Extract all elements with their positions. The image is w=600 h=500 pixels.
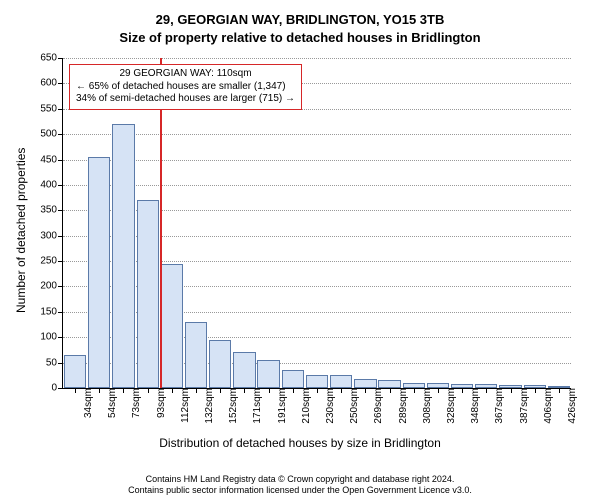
histogram-bar <box>306 375 328 388</box>
y-tick-label: 600 <box>40 78 63 89</box>
x-tick-label: 289sqm <box>394 388 409 424</box>
histogram-bar <box>524 385 546 388</box>
y-tick-label: 450 <box>40 154 63 165</box>
x-tick-label: 269sqm <box>369 388 384 424</box>
credits: Contains HM Land Registry data © Crown c… <box>0 474 600 497</box>
histogram-bar <box>112 124 134 388</box>
x-tick-label: 54sqm <box>103 388 118 418</box>
x-tick-label: 348sqm <box>466 388 481 424</box>
x-tick-label: 406sqm <box>539 388 554 424</box>
grid-line <box>63 160 571 161</box>
y-tick-label: 200 <box>40 281 63 292</box>
y-tick-label: 0 <box>51 383 63 394</box>
histogram-bar <box>257 360 279 388</box>
x-tick-label: 191sqm <box>273 388 288 424</box>
credits-line1: Contains HM Land Registry data © Crown c… <box>146 474 455 484</box>
histogram-bar <box>330 375 352 388</box>
x-tick-label: 328sqm <box>442 388 457 424</box>
histogram-bar <box>354 379 376 388</box>
grid-line <box>63 134 571 135</box>
grid-line <box>63 58 571 59</box>
x-tick-label: 210sqm <box>297 388 312 424</box>
y-tick-label: 50 <box>46 357 63 368</box>
histogram-bar <box>137 200 159 388</box>
chart-title-line1: 29, GEORGIAN WAY, BRIDLINGTON, YO15 3TB <box>0 12 600 27</box>
histogram-bar <box>475 384 497 388</box>
y-tick-label: 400 <box>40 179 63 190</box>
x-tick-label: 152sqm <box>224 388 239 424</box>
y-tick-label: 250 <box>40 256 63 267</box>
y-tick-label: 500 <box>40 129 63 140</box>
chart-title-line2: Size of property relative to detached ho… <box>0 30 600 45</box>
x-tick-label: 230sqm <box>321 388 336 424</box>
x-tick-label: 132sqm <box>200 388 215 424</box>
plot-area: 0501001502002503003504004505005506006503… <box>62 58 571 389</box>
x-tick-label: 367sqm <box>490 388 505 424</box>
x-tick-label: 171sqm <box>248 388 263 424</box>
y-tick-label: 350 <box>40 205 63 216</box>
x-tick-label: 426sqm <box>563 388 578 424</box>
histogram-bar <box>209 340 231 388</box>
y-axis-label: Number of detached properties <box>14 148 28 313</box>
grid-line <box>63 185 571 186</box>
histogram-bar <box>64 355 86 388</box>
x-tick-label: 73sqm <box>127 388 142 418</box>
histogram-bar <box>161 264 183 388</box>
annotation-line: ← 65% of detached houses are smaller (1,… <box>76 81 295 94</box>
x-tick-label: 112sqm <box>176 388 191 423</box>
histogram-bar <box>88 157 110 388</box>
credits-line2: Contains public sector information licen… <box>128 485 472 495</box>
histogram-bar <box>548 386 570 388</box>
annotation-line: 29 GEORGIAN WAY: 110sqm <box>76 68 295 81</box>
chart-container: 29, GEORGIAN WAY, BRIDLINGTON, YO15 3TB … <box>0 0 600 500</box>
x-axis-label: Distribution of detached houses by size … <box>0 436 600 450</box>
y-tick-label: 550 <box>40 103 63 114</box>
annotation-line: 34% of semi-detached houses are larger (… <box>76 93 295 106</box>
histogram-bar <box>403 383 425 388</box>
y-tick-label: 650 <box>40 53 63 64</box>
y-tick-label: 300 <box>40 230 63 241</box>
histogram-bar <box>427 383 449 388</box>
histogram-bar <box>451 384 473 388</box>
x-tick-label: 308sqm <box>418 388 433 424</box>
annotation-box: 29 GEORGIAN WAY: 110sqm← 65% of detached… <box>69 64 302 110</box>
y-tick-label: 100 <box>40 332 63 343</box>
x-tick-label: 93sqm <box>152 388 167 418</box>
x-tick-label: 34sqm <box>79 388 94 418</box>
histogram-bar <box>185 322 207 388</box>
histogram-bar <box>499 385 521 388</box>
x-tick-label: 250sqm <box>345 388 360 424</box>
histogram-bar <box>282 370 304 388</box>
histogram-bar <box>233 352 255 388</box>
y-tick-label: 150 <box>40 306 63 317</box>
x-tick-label: 387sqm <box>515 388 530 424</box>
histogram-bar <box>378 380 400 388</box>
